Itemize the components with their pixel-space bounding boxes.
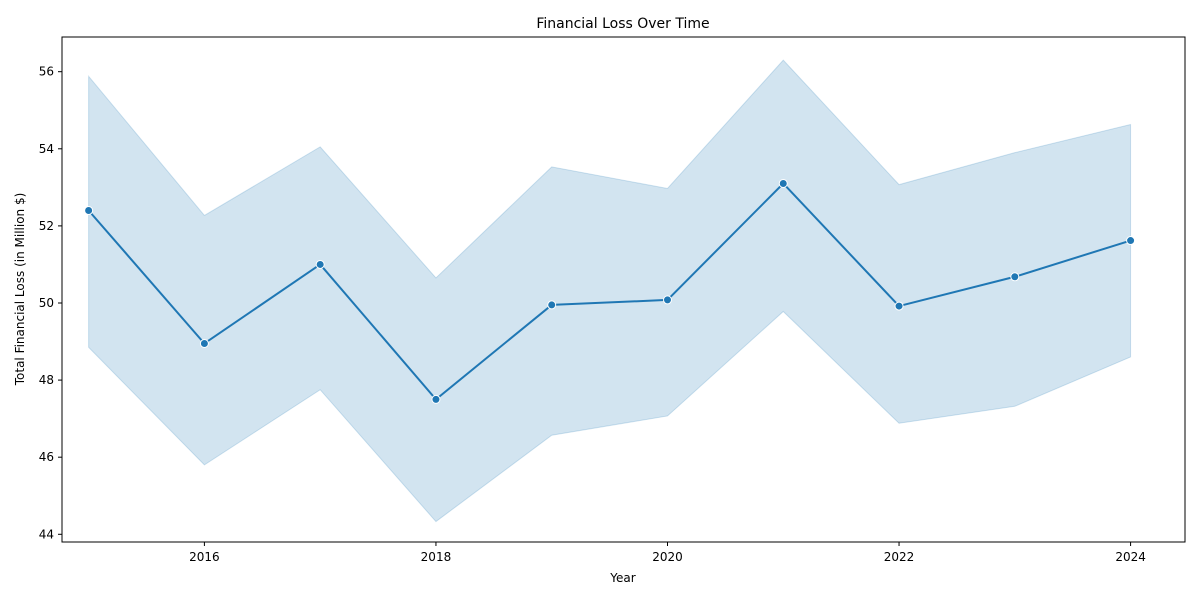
confidence-band-layer [88, 59, 1132, 523]
x-tick-label: 2016 [189, 550, 220, 564]
y-axis: 44 46 48 50 52 54 56 [39, 65, 62, 541]
y-axis-label: Total Financial Loss (in Million $) [13, 193, 27, 387]
y-tick-label: 54 [39, 142, 54, 156]
data-point [1010, 272, 1020, 282]
x-tick-label: 2018 [421, 550, 452, 564]
y-tick-label: 44 [39, 527, 54, 541]
x-axis: 2016 2018 2020 2022 2024 [189, 542, 1146, 564]
y-tick-label: 48 [39, 373, 54, 387]
data-point [315, 259, 325, 269]
chart-title: Financial Loss Over Time [536, 16, 709, 32]
data-point [199, 338, 209, 348]
x-axis-label: Year [609, 571, 635, 585]
y-tick-label: 46 [39, 450, 54, 464]
data-point [1126, 236, 1136, 246]
x-tick-label: 2020 [652, 550, 683, 564]
data-point [662, 295, 672, 305]
confidence-band [88, 59, 1132, 523]
plot-frame [61, 36, 1186, 543]
y-tick-label: 52 [39, 219, 54, 233]
data-point [547, 300, 557, 310]
y-tick-label: 56 [39, 65, 54, 79]
x-tick-label: 2024 [1115, 550, 1146, 564]
x-tick-label: 2022 [884, 550, 915, 564]
data-point [84, 205, 94, 215]
series-line-layer [87, 182, 1131, 401]
data-points-layer [84, 178, 1136, 404]
series-line [87, 182, 1131, 401]
data-point [778, 178, 788, 188]
data-point [431, 394, 441, 404]
data-point [894, 301, 904, 311]
y-tick-label: 50 [39, 296, 54, 310]
